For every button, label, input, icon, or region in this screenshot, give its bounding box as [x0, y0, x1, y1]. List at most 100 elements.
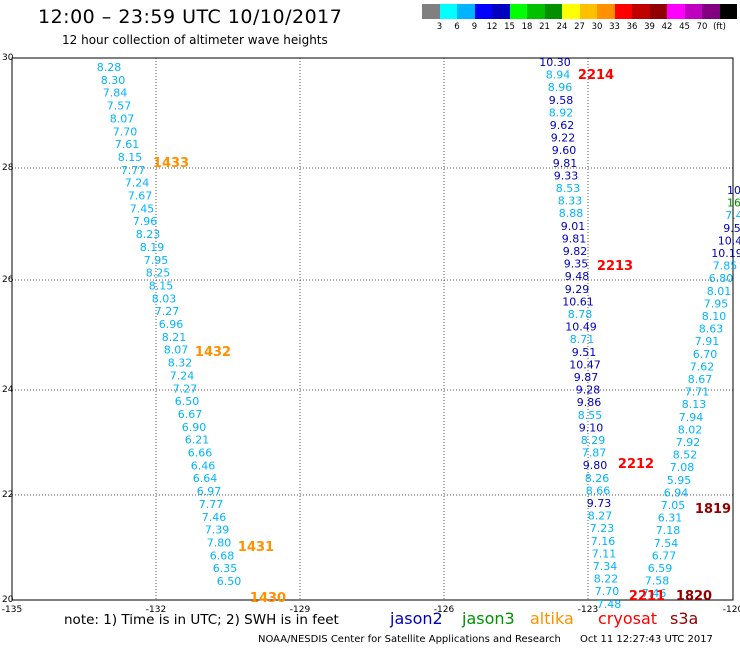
wave-height-label: 8.63 [699, 323, 724, 336]
wave-height-label: 10 [727, 184, 740, 197]
scale-swatch [667, 4, 685, 19]
scale-label: 42 [661, 22, 673, 32]
scale-swatch [719, 4, 737, 19]
wave-height-label: 7.70 [595, 585, 620, 598]
wave-height-label: 7.67 [128, 190, 153, 203]
wave-height-label: 9.5 [723, 222, 740, 235]
wave-height-label: 9.48 [565, 270, 590, 283]
scale-swatch [474, 4, 492, 19]
scale-swatch [562, 4, 580, 19]
map-frame [11, 57, 734, 601]
wave-height-label: 8.26 [585, 472, 610, 485]
scale-label: 30 [591, 22, 603, 32]
wave-height-label: 7.92 [676, 436, 701, 449]
wave-height-label: 8.07 [164, 344, 189, 357]
wave-height-label: 9.35 [564, 258, 589, 271]
wave-height-label: 8.92 [549, 106, 574, 119]
wave-height-label: 8.78 [568, 308, 593, 321]
wave-height-label: 8.21 [162, 331, 187, 344]
wave-height-label: 8.71 [570, 333, 595, 346]
scale-label: 21 [539, 22, 550, 32]
pass-time-label: 1820 [676, 589, 712, 604]
y-tick-label: 30 [2, 53, 14, 63]
wave-height-label: 5.95 [667, 474, 692, 487]
wave-height-label: 9.82 [563, 245, 588, 258]
wave-height-label: 6.50 [217, 575, 242, 588]
wave-height-label: 6.68 [210, 549, 235, 562]
scale-swatch [649, 4, 667, 19]
wave-height-label: 7.71 [685, 386, 710, 399]
wave-height-label: 7.57 [107, 100, 132, 113]
pass-time-label: 1430 [250, 591, 286, 606]
wave-height-label: 9.01 [561, 220, 586, 233]
wave-height-label: 9.58 [549, 94, 574, 107]
scale-swatch [614, 4, 632, 19]
wave-height-label: 10.4 [718, 234, 740, 247]
wave-height-label: 7.24 [125, 177, 150, 190]
wave-height-label: 6.64 [193, 472, 218, 485]
wave-height-label: 7.48 [597, 598, 622, 611]
wave-height-label: 7.54 [654, 537, 679, 550]
wave-height-label: 9.22 [551, 132, 576, 145]
pass-time-label: 2211 [629, 589, 665, 604]
wave-height-label: 7.62 [690, 360, 715, 373]
wave-height-label: 6.66 [188, 447, 213, 460]
wave-height-label: 9.81 [553, 157, 578, 170]
wave-height-label: 7.58 [645, 575, 670, 588]
wave-height-label: 9.51 [572, 346, 597, 359]
wave-height-label: 16 [727, 197, 740, 210]
x-tick-label: -126 [434, 605, 455, 615]
wave-height-label: 10.19 [711, 247, 740, 260]
wave-height-label: 9.10 [579, 421, 604, 434]
pass-time-label: 1432 [195, 345, 231, 360]
wave-height-label: 6.50 [175, 395, 200, 408]
y-tick-label: 26 [2, 275, 14, 285]
wave-height-label: 9.81 [562, 232, 587, 245]
pass-time-label: 1431 [238, 540, 274, 555]
wave-height-label: 7.16 [591, 535, 616, 548]
x-tick-label: -132 [146, 605, 166, 615]
wave-height-label: 8.32 [168, 357, 193, 370]
wave-height-label: 7.23 [590, 522, 615, 535]
pass-time-label: 2212 [618, 457, 654, 472]
wave-height-label: 9.29 [565, 283, 590, 296]
wave-height-label: 8.19 [140, 241, 165, 254]
wave-height-label: 9.86 [577, 396, 602, 409]
wave-height-label: 7.45 [130, 202, 155, 215]
scale-label: 33 [609, 22, 620, 32]
wave-height-label: 9.80 [583, 459, 608, 472]
wave-height-label: 8.53 [556, 182, 581, 195]
wave-height-label: 6.21 [185, 434, 210, 447]
scale-swatch [527, 4, 545, 19]
wave-height-label: 7.24 [170, 369, 195, 382]
wave-height-label: 7.70 [113, 125, 138, 138]
scale-swatch [544, 4, 562, 19]
wave-height-label: 8.15 [149, 279, 174, 292]
wave-height-label: 7.87 [582, 447, 607, 460]
y-tick-label: 20 [2, 595, 14, 605]
wave-height-label: 8.27 [588, 510, 613, 523]
wave-height-label: 6.96 [159, 318, 184, 331]
wave-height-label: 7.77 [199, 498, 224, 511]
wave-height-label: 9.60 [552, 144, 577, 157]
pass-time-label: 1819 [695, 502, 731, 517]
page-title: 12:00 – 23:59 UTC 10/10/2017 [38, 6, 343, 28]
wave-height-label: 7.94 [679, 411, 704, 424]
scale-label: 36 [626, 22, 638, 32]
wave-height-label: 6.31 [658, 512, 683, 525]
footer-note: note: 1) Time is in UTC; 2) SWH is in fe… [64, 612, 339, 628]
wave-height-label: 6.90 [182, 421, 207, 434]
wave-height-label: 9.33 [554, 169, 579, 182]
scale-label: 70 [696, 22, 708, 32]
wave-height-label: 6.80 [709, 272, 734, 285]
x-tick-label: -120 [723, 605, 740, 615]
wave-height-label: 6.97 [197, 485, 222, 498]
scale-swatch [702, 4, 720, 19]
wave-height-label: 8.25 [146, 267, 171, 280]
wave-height-label: 8.28 [97, 61, 122, 74]
wave-height-label: 10.30 [539, 56, 571, 69]
wave-height-label: 8.15 [118, 151, 143, 164]
wave-height-label: 6.77 [652, 549, 677, 562]
wave-height-label: 9.73 [587, 497, 612, 510]
